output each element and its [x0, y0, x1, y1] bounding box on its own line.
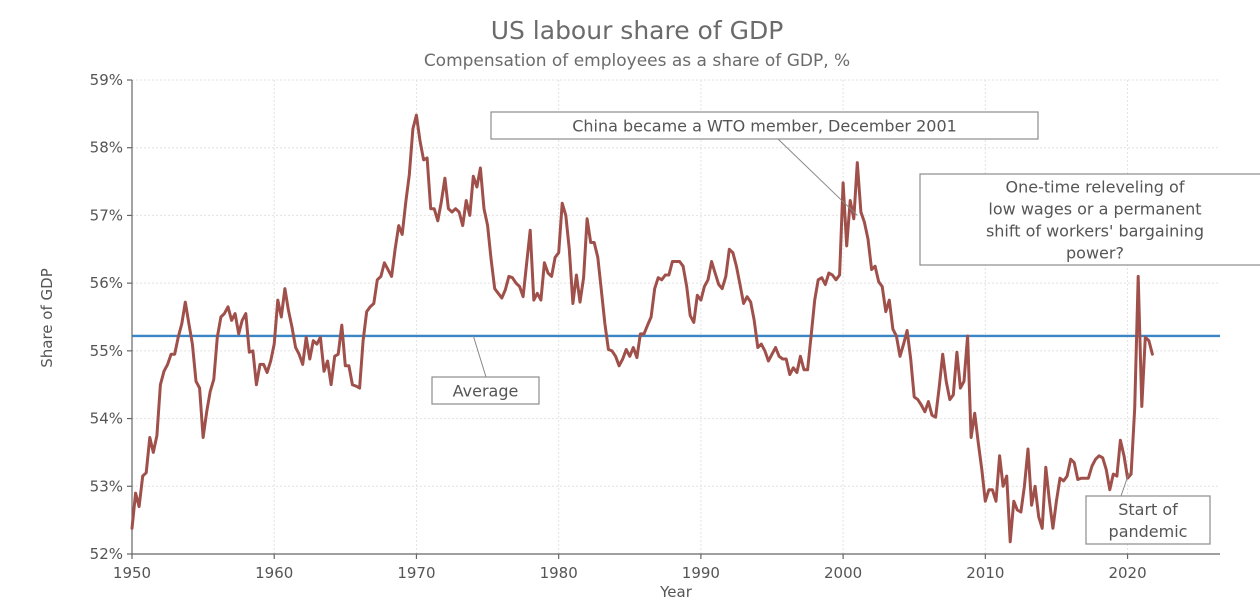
x-tick-label: 2010 — [966, 564, 1004, 582]
y-tick-label: 54% — [90, 410, 123, 428]
x-tick-label: 1980 — [540, 564, 578, 582]
annotation-text: low wages or a permanent — [988, 200, 1201, 219]
y-axis-label: Share of GDP — [38, 268, 56, 368]
annotation-box — [431, 376, 540, 405]
annotation-leader-line — [1120, 472, 1130, 497]
annotation-leader-line — [777, 138, 858, 216]
annotation-box — [1085, 495, 1211, 545]
x-tick-label: 1960 — [255, 564, 293, 582]
x-tick-label: 2000 — [824, 564, 862, 582]
annotation-text: One-time releveling of — [1006, 178, 1185, 197]
x-tick-label: 2020 — [1108, 564, 1146, 582]
x-tick-label: 1990 — [682, 564, 720, 582]
y-tick-label: 57% — [90, 206, 123, 224]
series-line — [130, 113, 1154, 544]
series-lines — [130, 113, 1154, 544]
y-tick-label: 56% — [90, 274, 123, 292]
annotation: Start of pandemic — [1085, 472, 1211, 545]
y-tick-label: 53% — [90, 477, 123, 495]
x-tick-label: 1970 — [397, 564, 435, 582]
y-tick-label: 58% — [90, 139, 123, 157]
annotation-box — [490, 111, 1039, 140]
x-tick-label: 1950 — [113, 564, 151, 582]
y-tick-label: 55% — [90, 342, 123, 360]
annotation-leader-line — [472, 335, 487, 378]
annotation: One-time releveling of low wages or a per… — [919, 173, 1260, 266]
y-tick-label: 59% — [90, 71, 123, 89]
annotation-text: Average — [453, 382, 519, 401]
x-axis-label: Year — [659, 583, 693, 601]
annotation-text: power? — [1066, 244, 1124, 263]
gridlines — [131, 79, 1220, 555]
annotation: Average — [431, 335, 540, 405]
annotations: China became a WTO member, December 2001… — [431, 111, 1260, 545]
tick-labels: 52% 53% 54% 55% 56% 57% 58% 59% 1950 1960 1970 1980… — [90, 71, 1147, 582]
annotation: China became a WTO member, December 2001 — [490, 111, 1039, 216]
annotation-text: Start of — [1118, 500, 1178, 519]
annotation-text: pandemic — [1109, 522, 1188, 541]
chart-title: US labour share of GDP — [491, 16, 784, 45]
y-tick-label: 52% — [90, 545, 123, 563]
axes — [127, 79, 1220, 559]
annotation-text: China became a WTO member, December 2001 — [572, 117, 957, 136]
annotation-text: shift of workers' bargaining — [986, 222, 1204, 241]
annotation-box — [919, 173, 1260, 266]
chart-subtitle: Compensation of employees as a share of … — [424, 51, 850, 71]
